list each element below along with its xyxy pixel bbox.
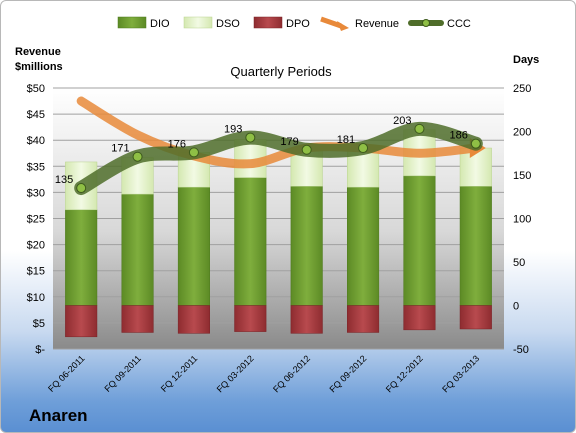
legend-ccc-label: CCC	[447, 18, 471, 30]
left-axis-title-line2: $millions	[15, 61, 63, 73]
x-tick-label: FQ 06-2012	[271, 353, 312, 394]
ccc-data-label: 135	[55, 174, 73, 186]
dio-bar	[403, 175, 436, 306]
dso-bar	[459, 147, 492, 187]
ccc-data-label: 171	[111, 143, 129, 155]
legend-ccc-marker	[422, 19, 430, 27]
x-tick-label: FQ 09-2011	[102, 353, 143, 394]
brand-label: Anaren	[29, 406, 88, 425]
x-tick-label: FQ 03-2013	[440, 353, 481, 394]
ccc-marker	[301, 144, 312, 155]
dio-bar	[65, 209, 98, 306]
left-tick-label: $35	[27, 161, 45, 173]
dpo-bar	[121, 305, 154, 333]
dpo-bar	[403, 305, 436, 331]
legend-revenue-arrow	[337, 21, 349, 31]
left-tick-label: $40	[27, 135, 45, 147]
dpo-bar	[65, 305, 98, 338]
left-tick-label: $15	[27, 266, 45, 278]
x-tick-label: FQ 12-2012	[384, 353, 425, 394]
ccc-data-label: 176	[168, 138, 186, 150]
ccc-marker	[470, 138, 481, 149]
left-tick-label: $20	[27, 240, 45, 252]
legend-dso-swatch	[183, 16, 213, 29]
left-axis-title-line1: Revenue	[15, 46, 61, 58]
left-tick-label: $30	[27, 187, 45, 199]
dpo-bar	[290, 305, 323, 334]
right-tick-label: 250	[513, 83, 531, 95]
right-axis-title: Days	[513, 54, 539, 66]
dio-bar	[234, 177, 267, 306]
ccc-data-label: 186	[449, 130, 467, 142]
legend-revenue-line	[320, 16, 342, 29]
ccc-data-label: 179	[280, 136, 298, 148]
left-tick-label: $10	[27, 292, 45, 304]
chart-title: Quarterly Periods	[230, 64, 332, 79]
revenue-line	[76, 96, 481, 169]
ccc-data-label: 203	[393, 115, 411, 127]
left-tick-label: $5	[33, 318, 45, 330]
dso-bar	[347, 148, 380, 188]
ccc-marker	[188, 147, 199, 158]
legend-revenue-label: Revenue	[355, 18, 399, 30]
x-tick-label: FQ 12-2011	[159, 353, 200, 394]
dio-bar	[459, 186, 492, 306]
dpo-bar	[347, 305, 380, 333]
x-tick-label: FQ 09-2012	[327, 353, 368, 394]
right-tick-label: -50	[513, 344, 529, 356]
legend-dso-label: DSO	[216, 18, 240, 30]
ccc-marker	[245, 132, 256, 143]
x-tick-label: FQ 03-2012	[215, 353, 256, 394]
ccc-marker	[132, 151, 143, 162]
ccc-data-label: 181	[337, 134, 355, 146]
right-tick-label: 150	[513, 170, 531, 182]
ccc-data-label: 193	[224, 124, 242, 136]
legend-dpo-label: DPO	[286, 18, 310, 30]
x-tick-label: FQ 06-2011	[46, 353, 87, 394]
legend-dpo-swatch	[253, 16, 283, 29]
right-tick-label: 200	[513, 127, 531, 139]
ccc-marker	[76, 183, 87, 194]
legend-dio-label: DIO	[150, 18, 170, 30]
legend-dio-swatch	[117, 16, 147, 29]
right-tick-label: 100	[513, 214, 531, 226]
dio-bar	[290, 186, 323, 306]
ccc-marker	[358, 143, 369, 154]
dio-bar	[347, 186, 380, 306]
right-tick-label: 0	[513, 301, 519, 313]
left-tick-label: $25	[27, 214, 45, 226]
dio-bar	[177, 186, 210, 306]
left-tick-label: $50	[27, 83, 45, 95]
dpo-bar	[234, 305, 267, 332]
dio-bar	[121, 193, 154, 306]
left-tick-label: $45	[27, 109, 45, 121]
right-tick-label: 50	[513, 257, 525, 269]
dpo-bar	[177, 305, 210, 334]
dpo-bar	[459, 305, 492, 330]
ccc-marker	[414, 123, 425, 134]
left-tick-label: $-	[35, 344, 45, 356]
